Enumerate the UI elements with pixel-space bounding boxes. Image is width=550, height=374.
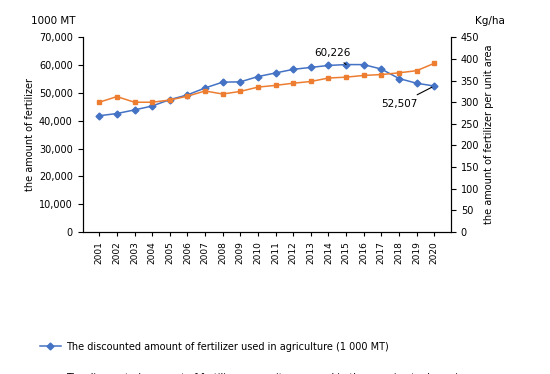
The discounted  amount of fertilizer per unit area used in three main staple grain crops
(Kg/ha) xyxy=(96,100,102,104)
Text: Kg/ha: Kg/ha xyxy=(475,16,504,26)
The discounted amount of fertilizer used in agriculture (1 000 MT) xyxy=(395,76,402,81)
The discounted  amount of fertilizer per unit area used in three main staple grain crops
(Kg/ha) xyxy=(431,61,438,65)
The discounted  amount of fertilizer per unit area used in three main staple grain crops
(Kg/ha) xyxy=(202,89,208,93)
The discounted amount of fertilizer used in agriculture (1 000 MT) xyxy=(325,63,332,68)
The discounted  amount of fertilizer per unit area used in three main staple grain crops
(Kg/ha) xyxy=(325,76,332,80)
The discounted  amount of fertilizer per unit area used in three main staple grain crops
(Kg/ha) xyxy=(184,94,191,98)
The discounted  amount of fertilizer per unit area used in three main staple grain crops
(Kg/ha) xyxy=(413,68,420,73)
The discounted  amount of fertilizer per unit area used in three main staple grain crops
(Kg/ha) xyxy=(167,98,173,102)
The discounted amount of fertilizer used in agriculture (1 000 MT) xyxy=(219,80,226,85)
The discounted amount of fertilizer used in agriculture (1 000 MT) xyxy=(167,97,173,102)
The discounted amount of fertilizer used in agriculture (1 000 MT) xyxy=(96,113,102,118)
The discounted amount of fertilizer used in agriculture (1 000 MT) xyxy=(290,67,296,71)
The discounted amount of fertilizer used in agriculture (1 000 MT) xyxy=(149,104,156,108)
The discounted  amount of fertilizer per unit area used in three main staple grain crops
(Kg/ha) xyxy=(131,100,138,104)
The discounted amount of fertilizer used in agriculture (1 000 MT) xyxy=(360,62,367,67)
Line: The discounted  amount of fertilizer per unit area used in three main staple grain crops
(Kg/ha): The discounted amount of fertilizer per … xyxy=(97,61,437,105)
The discounted amount of fertilizer used in agriculture (1 000 MT) xyxy=(237,80,244,84)
Y-axis label: the amount of fertilizer per unit area: the amount of fertilizer per unit area xyxy=(483,45,493,224)
The discounted amount of fertilizer used in agriculture (1 000 MT) xyxy=(413,81,420,86)
The discounted amount of fertilizer used in agriculture (1 000 MT) xyxy=(431,84,438,88)
The discounted amount of fertilizer used in agriculture (1 000 MT) xyxy=(272,71,279,75)
Text: 60,226: 60,226 xyxy=(315,48,351,65)
The discounted  amount of fertilizer per unit area used in three main staple grain crops
(Kg/ha) xyxy=(237,89,244,94)
The discounted amount of fertilizer used in agriculture (1 000 MT) xyxy=(114,111,120,116)
Line: The discounted amount of fertilizer used in agriculture (1 000 MT): The discounted amount of fertilizer used… xyxy=(97,62,437,118)
Legend: The discounted  amount of fertilizer per unit area used in three main staple gra: The discounted amount of fertilizer per … xyxy=(36,369,498,374)
The discounted  amount of fertilizer per unit area used in three main staple grain crops
(Kg/ha) xyxy=(395,71,402,75)
The discounted  amount of fertilizer per unit area used in three main staple grain crops
(Kg/ha) xyxy=(343,75,349,79)
The discounted  amount of fertilizer per unit area used in three main staple grain crops
(Kg/ha) xyxy=(378,72,384,77)
The discounted  amount of fertilizer per unit area used in three main staple grain crops
(Kg/ha) xyxy=(290,81,296,85)
Text: 1000 MT: 1000 MT xyxy=(31,16,75,26)
The discounted  amount of fertilizer per unit area used in three main staple grain crops
(Kg/ha) xyxy=(360,73,367,78)
The discounted amount of fertilizer used in agriculture (1 000 MT) xyxy=(202,86,208,90)
The discounted  amount of fertilizer per unit area used in three main staple grain crops
(Kg/ha) xyxy=(149,100,156,104)
The discounted amount of fertilizer used in agriculture (1 000 MT) xyxy=(131,108,138,112)
The discounted amount of fertilizer used in agriculture (1 000 MT) xyxy=(255,74,261,79)
The discounted amount of fertilizer used in agriculture (1 000 MT) xyxy=(378,67,384,71)
The discounted  amount of fertilizer per unit area used in three main staple grain crops
(Kg/ha) xyxy=(219,92,226,96)
Text: 52,507: 52,507 xyxy=(381,87,432,109)
The discounted amount of fertilizer used in agriculture (1 000 MT) xyxy=(307,65,314,70)
The discounted  amount of fertilizer per unit area used in three main staple grain crops
(Kg/ha) xyxy=(114,94,120,99)
The discounted  amount of fertilizer per unit area used in three main staple grain crops
(Kg/ha) xyxy=(307,79,314,84)
The discounted amount of fertilizer used in agriculture (1 000 MT) xyxy=(343,62,349,67)
The discounted  amount of fertilizer per unit area used in three main staple grain crops
(Kg/ha) xyxy=(255,85,261,89)
The discounted  amount of fertilizer per unit area used in three main staple grain crops
(Kg/ha) xyxy=(272,83,279,88)
The discounted amount of fertilizer used in agriculture (1 000 MT) xyxy=(184,93,191,97)
Y-axis label: the amount of fertilizer: the amount of fertilizer xyxy=(25,78,35,191)
